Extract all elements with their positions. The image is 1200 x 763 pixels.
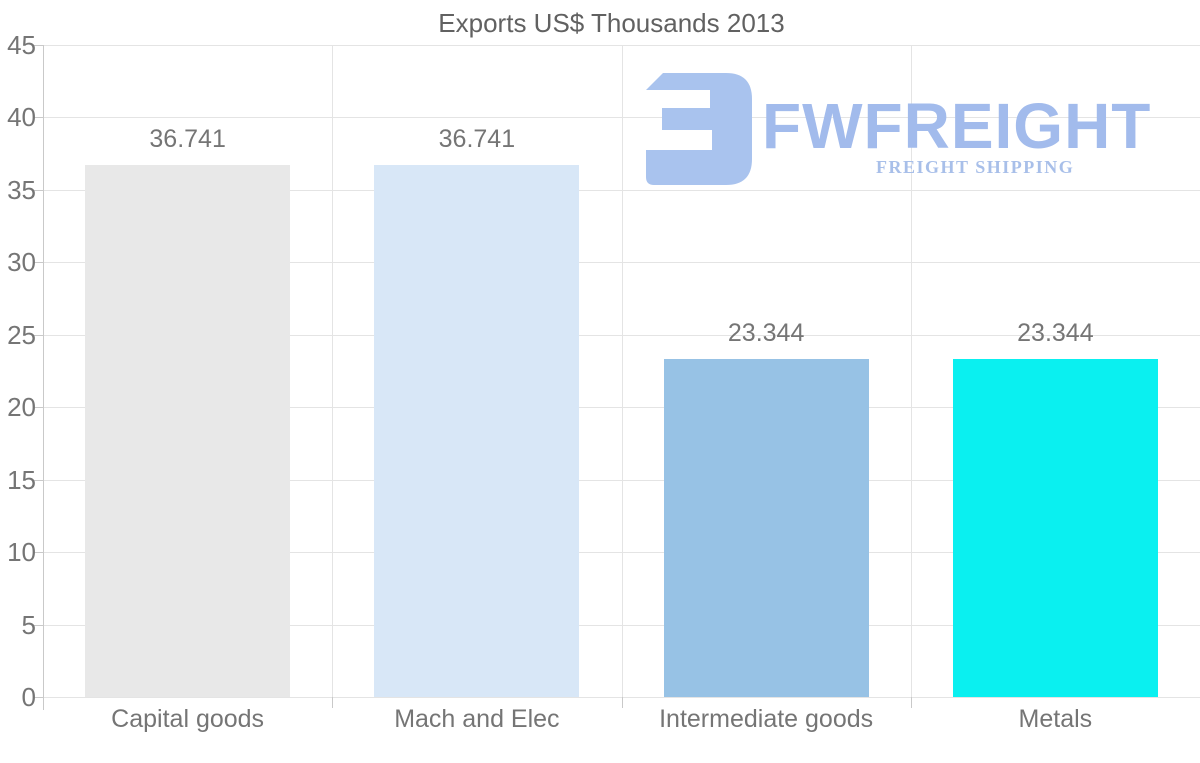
y-axis-tick (33, 117, 43, 119)
x-axis-tick (621, 697, 623, 708)
y-axis-label: 0 (21, 682, 36, 712)
x-axis-tick (332, 697, 334, 708)
x-axis-label: Mach and Elec (394, 705, 560, 733)
bar-value-label: 23.344 (727, 318, 805, 347)
y-axis-tick (33, 552, 43, 554)
y-axis-label: 10 (7, 537, 36, 568)
bar-value-label: 23.344 (1017, 318, 1094, 347)
y-axis-tick (33, 262, 43, 264)
x-axis-tick (910, 697, 912, 708)
x-gridline (910, 45, 912, 697)
y-axis-tick (33, 45, 43, 46)
y-axis-label: 30 (7, 247, 36, 278)
y-axis-label: 45 (7, 30, 36, 60)
y-axis-label: 5 (21, 609, 36, 640)
y-axis-label: 40 (7, 102, 36, 133)
bar-intermediate-goods[interactable] (663, 358, 869, 697)
y-axis-label: 20 (7, 392, 36, 423)
bar-metals[interactable] (952, 358, 1158, 697)
y-axis-label: 35 (7, 174, 36, 205)
x-axis-label: Capital goods (111, 705, 265, 733)
bar-capital-goods[interactable] (85, 164, 291, 697)
x-gridline (332, 45, 334, 697)
x-axis-label: Intermediate goods (659, 705, 874, 733)
y-axis-tick (33, 697, 43, 698)
x-axis-label: Metals (1018, 705, 1093, 733)
bar-mach-and-elec[interactable] (374, 164, 580, 697)
chart-title: Exports US$ Thousands 2013 (438, 8, 785, 38)
y-axis-tick (33, 407, 43, 409)
bar-value-label: 36.741 (149, 124, 226, 153)
y-axis-label: 25 (7, 319, 36, 350)
y-axis-line (43, 45, 44, 710)
y-axis-tick (33, 624, 43, 626)
y-axis-tick (33, 189, 43, 191)
y-axis-label: 15 (7, 464, 36, 495)
y-axis-tick (33, 479, 43, 481)
bar-value-label: 36.741 (438, 124, 516, 153)
x-gridline (621, 45, 623, 697)
y-axis-tick (33, 334, 43, 336)
